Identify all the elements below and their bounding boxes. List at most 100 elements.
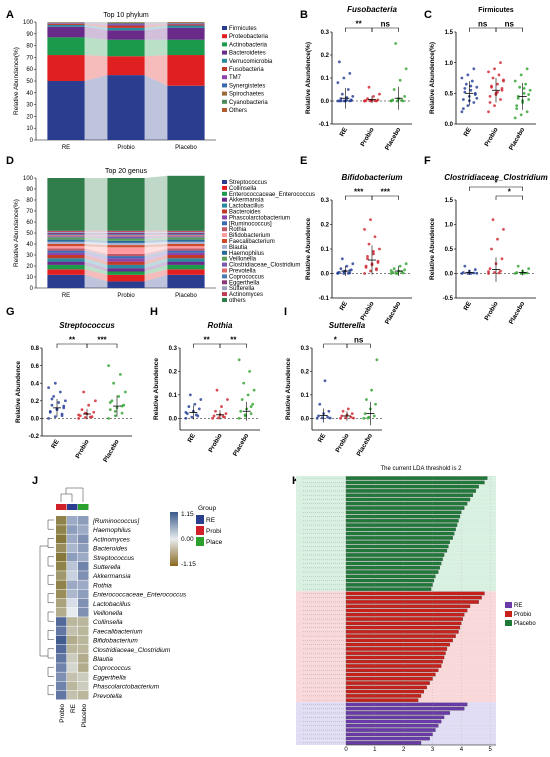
legend-entry: Clostridiaceae_Clostridium: [229, 263, 300, 269]
row-dendrogram: [47, 556, 54, 567]
data-point: [363, 99, 366, 103]
data-point: [378, 92, 381, 96]
data-point: [464, 82, 468, 86]
bar-segment: [167, 258, 205, 262]
x-tick-label: Placebo: [508, 300, 527, 325]
panel-a-stacked-bar: Top 10 phylum 0 10 20 30 40 50 60 70 80 90 100 Relat…: [13, 12, 273, 151]
bar-connector: [144, 22, 168, 23]
panel-k-lda-bars: The current LDA threshold is 2 0 1 2 3 4 5 RE Pr…: [296, 466, 536, 753]
chart-title: Rothia: [208, 321, 233, 330]
y-tick-label: 20: [26, 264, 33, 270]
heatmap-cell: [78, 598, 89, 608]
heatmap-cell: [56, 663, 67, 672]
lda-bar: [345, 497, 471, 502]
heatmap-cell: [78, 690, 89, 700]
data-point: [342, 270, 346, 273]
bar-connector: [144, 231, 168, 233]
bar-segment: [167, 264, 205, 270]
bar-connector: [144, 264, 168, 275]
y-tick-label: 0.5: [445, 92, 454, 98]
data-point: [110, 399, 114, 403]
data-point: [469, 84, 473, 88]
bar-segment: [107, 247, 145, 254]
data-point: [499, 61, 502, 65]
data-point: [487, 70, 490, 74]
data-point: [108, 408, 112, 411]
data-point: [237, 358, 241, 362]
bar-segment: [107, 25, 145, 28]
legend-swatch: [222, 67, 227, 71]
data-point: [515, 271, 519, 274]
group-legend-entry: Probi: [206, 528, 221, 535]
legend-swatch: [222, 26, 227, 30]
bar-segment: [107, 264, 145, 269]
panel-label-e: E: [300, 155, 307, 167]
y-tick-label: 1.5: [445, 198, 454, 204]
legend-entry: Collinsella: [229, 186, 257, 192]
legend-swatch: [222, 280, 227, 285]
y-tick-label: 0.3: [301, 346, 310, 352]
lda-bar: [345, 557, 443, 562]
data-point: [184, 416, 188, 420]
data-point: [493, 271, 496, 274]
bar-connector: [84, 246, 108, 254]
row-label: Eggerthella: [93, 674, 126, 681]
bar-segment: [47, 233, 85, 235]
y-tick-label: 0.1: [301, 393, 310, 399]
heatmap-cell: [78, 534, 89, 544]
data-point: [248, 370, 252, 373]
lda-bar: [345, 638, 453, 643]
bar-connector: [144, 237, 168, 241]
data-point: [389, 99, 393, 103]
data-point: [463, 90, 467, 94]
heatmap-cell: [78, 525, 89, 534]
bar-connector: [84, 252, 108, 262]
bar-segment: [167, 24, 205, 26]
data-point: [339, 99, 343, 103]
lda-bar: [345, 591, 485, 596]
lda-bar: [345, 501, 468, 506]
data-point: [243, 413, 247, 417]
heatmap-cell: [56, 543, 67, 553]
data-point: [472, 271, 476, 275]
bar-segment: [167, 269, 205, 275]
data-point: [404, 262, 408, 266]
lda-bar: [345, 489, 476, 493]
legend-entry: Lactobacillus: [229, 204, 264, 210]
x-tick-label: Placebo: [384, 126, 403, 151]
group-legend-title: Group: [198, 505, 216, 512]
data-point: [315, 416, 319, 420]
y-tick-label: 40: [26, 91, 33, 97]
data-point: [336, 271, 340, 275]
lda-bar: [345, 651, 446, 655]
significance-bracket: [495, 27, 523, 32]
bar-connector: [144, 248, 168, 257]
data-point: [496, 82, 499, 86]
lda-bar: [345, 681, 430, 685]
data-point: [475, 96, 479, 100]
lda-bar: [345, 600, 479, 604]
bar-segment: [167, 235, 205, 237]
heatmap-cell: [78, 580, 89, 590]
y-tick-label: 0.2: [321, 223, 330, 229]
bar-segment: [107, 240, 145, 243]
bar-connector: [84, 250, 108, 259]
row-label: Clostridiaceae_Clostridium: [93, 647, 171, 654]
data-point: [488, 267, 492, 270]
heatmap-cell: [67, 534, 78, 544]
lda-bar: [345, 698, 419, 702]
y-tick-label: 0.0: [301, 416, 310, 422]
y-tick-label: 50: [26, 79, 33, 85]
legend-entry: Eggerthella: [229, 280, 260, 286]
lda-bar: [345, 642, 450, 647]
bar-segment: [167, 55, 205, 86]
significance-bracket: [495, 195, 523, 200]
data-point: [470, 79, 474, 83]
lda-bar: [345, 702, 468, 707]
y-tick-label: 0.2: [301, 370, 310, 376]
panel-label-h: H: [150, 306, 158, 318]
bar-segment: [47, 248, 85, 251]
data-point: [348, 72, 352, 75]
data-point: [403, 95, 407, 98]
bar-connector: [84, 75, 108, 140]
